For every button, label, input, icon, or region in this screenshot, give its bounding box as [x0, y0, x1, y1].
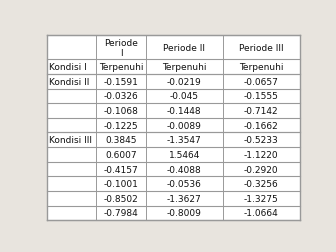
Text: Kondisi I: Kondisi I [49, 63, 87, 72]
Text: 0.3845: 0.3845 [106, 136, 137, 145]
Text: -1.1220: -1.1220 [244, 150, 279, 159]
Text: Terpenuhi: Terpenuhi [239, 63, 284, 72]
Text: -1.3275: -1.3275 [244, 194, 279, 203]
Text: -0.4088: -0.4088 [167, 165, 202, 174]
Text: Periode
I: Periode I [104, 38, 138, 58]
Text: -0.8502: -0.8502 [104, 194, 138, 203]
Text: 0.6007: 0.6007 [105, 150, 137, 159]
Text: -1.0664: -1.0664 [244, 209, 279, 217]
Text: -0.2920: -0.2920 [244, 165, 279, 174]
Text: -0.1662: -0.1662 [244, 121, 279, 130]
Text: -0.4157: -0.4157 [104, 165, 138, 174]
Bar [47, 191, 300, 206]
Bar [47, 60, 300, 75]
Bar [47, 147, 300, 162]
Text: -0.0219: -0.0219 [167, 77, 202, 86]
Text: -0.1068: -0.1068 [103, 107, 138, 115]
Text: -0.0326: -0.0326 [104, 92, 138, 101]
Text: -0.3256: -0.3256 [244, 179, 279, 188]
Text: Periode II: Periode II [163, 44, 205, 52]
Bar [47, 118, 300, 133]
Text: -0.1591: -0.1591 [103, 77, 138, 86]
Text: -1.3547: -1.3547 [167, 136, 202, 145]
Text: -0.7984: -0.7984 [104, 209, 138, 217]
Text: -0.1225: -0.1225 [104, 121, 138, 130]
Text: Kondisi II: Kondisi II [49, 77, 90, 86]
Text: Kondisi III: Kondisi III [49, 136, 92, 145]
Bar [47, 177, 300, 191]
Bar [47, 162, 300, 177]
Text: -0.8009: -0.8009 [167, 209, 202, 217]
Text: -1.3627: -1.3627 [167, 194, 202, 203]
Text: 1.5464: 1.5464 [169, 150, 200, 159]
Text: -0.0089: -0.0089 [167, 121, 202, 130]
Text: -0.0657: -0.0657 [244, 77, 279, 86]
Bar [47, 133, 300, 147]
Bar [47, 36, 300, 60]
Bar [47, 75, 300, 89]
Text: -0.1448: -0.1448 [167, 107, 202, 115]
Text: Terpenuhi: Terpenuhi [162, 63, 207, 72]
Bar [47, 89, 300, 104]
Bar [47, 104, 300, 118]
Text: Terpenuhi: Terpenuhi [99, 63, 143, 72]
Text: -0.7142: -0.7142 [244, 107, 279, 115]
Text: -0.5233: -0.5233 [244, 136, 279, 145]
Bar [47, 206, 300, 220]
Text: -0.0536: -0.0536 [167, 179, 202, 188]
Text: -0.045: -0.045 [170, 92, 199, 101]
Text: -0.1001: -0.1001 [103, 179, 138, 188]
Text: Periode III: Periode III [239, 44, 284, 52]
Text: -0.1555: -0.1555 [244, 92, 279, 101]
